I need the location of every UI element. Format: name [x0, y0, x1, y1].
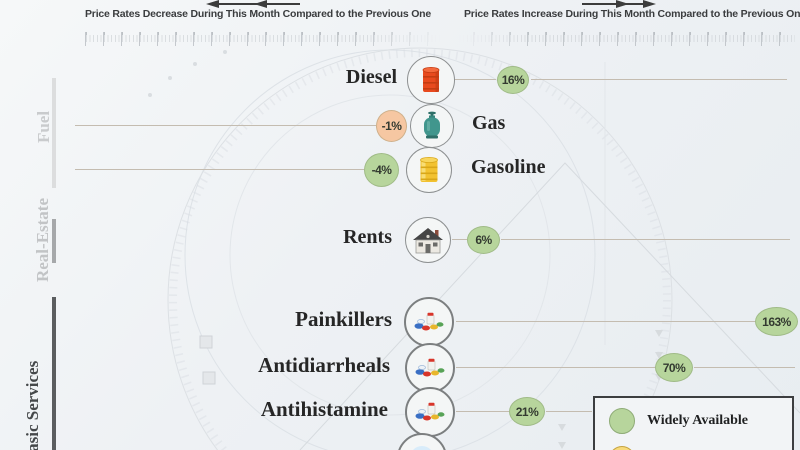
- price-change-badge: -4%: [364, 153, 399, 187]
- item-name: Antidiarrheals: [258, 353, 390, 377]
- legend-label: Widely Available: [647, 413, 748, 428]
- pills-icon: [415, 358, 445, 377]
- price-change-badge: 163%: [755, 307, 798, 336]
- item-name: Rents: [343, 226, 392, 248]
- item-icon-circle: [406, 147, 452, 193]
- gas-cylinder-icon: [424, 111, 440, 139]
- item-icon-circle: [405, 343, 455, 393]
- acceptably-available-swatch: [609, 446, 635, 450]
- pills-icon: [414, 312, 444, 331]
- widely-available-swatch: [609, 408, 635, 434]
- item-icon-circle: [410, 104, 454, 148]
- item-name: Gasoline: [471, 156, 546, 178]
- connector-line: [452, 239, 467, 240]
- pills-icon: [415, 402, 445, 421]
- price-change-badge: 16%: [497, 66, 529, 94]
- price-change-badge: 70%: [655, 353, 693, 382]
- category-label-basic-services: Basic Services: [23, 360, 42, 450]
- item-icon-circle: [405, 387, 455, 437]
- item-name: Antihistamine: [260, 397, 388, 421]
- availability-legend: Widely Available Acceptably Available: [593, 396, 794, 450]
- legend-entry-widely: Widely Available: [609, 408, 748, 434]
- fuel-section-bar: [52, 78, 56, 188]
- connector-line: [694, 367, 795, 368]
- item-icon-circle: [404, 297, 454, 347]
- item-name: Painkillers: [295, 307, 392, 331]
- connector-line: [455, 79, 496, 80]
- connector-line: [456, 367, 655, 368]
- oil-barrel-icon: [422, 67, 440, 92]
- item-icon-circle: [407, 56, 455, 104]
- price-change-badge: 21%: [509, 397, 545, 426]
- connector-line: [501, 239, 790, 240]
- connector-line: [75, 125, 376, 126]
- legend-entry-acceptably: Acceptably Available: [609, 446, 772, 450]
- connector-line: [531, 79, 787, 80]
- house-icon: [413, 227, 443, 253]
- decrease-ruler: [85, 32, 445, 48]
- water-icon: [413, 446, 431, 450]
- category-label-real-estate: Real-Estate: [33, 197, 52, 283]
- item-name: Diesel: [345, 66, 397, 88]
- basic-services-section-bar: [52, 297, 56, 450]
- connector-line: [456, 411, 509, 412]
- item-icon-circle: [405, 217, 451, 263]
- price-change-badge: -1%: [376, 110, 407, 142]
- price-change-badge: 6%: [467, 226, 500, 254]
- increase-header: Price Rates Increase During This Month C…: [464, 8, 800, 20]
- fuel-drum-icon: [420, 157, 438, 182]
- item-icon-circle: [397, 433, 447, 450]
- connector-line: [546, 411, 592, 412]
- increase-arrows-icon: [582, 0, 656, 8]
- increase-ruler: [455, 32, 795, 48]
- connector-line: [75, 169, 364, 170]
- decrease-header: Price Rates Decrease During This Month C…: [85, 8, 432, 20]
- connector-line: [456, 321, 756, 322]
- decrease-arrows-icon: [206, 0, 300, 8]
- category-label-fuel: Fuel: [34, 110, 53, 144]
- real-estate-section-bar: [52, 219, 56, 263]
- item-name: Gas: [472, 112, 506, 134]
